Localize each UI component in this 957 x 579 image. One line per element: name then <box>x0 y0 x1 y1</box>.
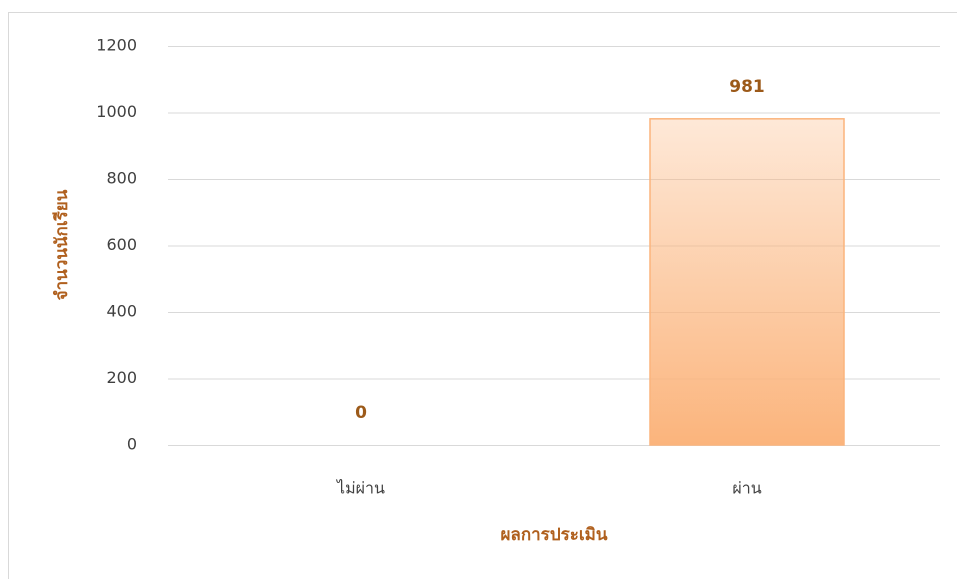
y-tick-label: 0 <box>127 435 137 454</box>
chart-border <box>8 12 957 579</box>
y-tick-label: 1000 <box>96 102 137 121</box>
y-tick-label: 400 <box>106 302 137 321</box>
data-label: 981 <box>729 77 765 97</box>
y-tick-label: 200 <box>106 368 137 387</box>
x-tick-label: ผ่าน <box>732 479 761 498</box>
x-tick-label: ไม่ผ่าน <box>335 479 385 498</box>
y-tick-label: 1200 <box>96 36 137 55</box>
y-tick-label: 600 <box>106 235 137 254</box>
data-label: 0 <box>355 403 367 423</box>
x-axis-title: ผลการประเมิน <box>500 525 607 545</box>
y-axis-title: จำนวนนักเรียน <box>51 189 72 300</box>
bar <box>649 118 845 446</box>
y-tick-label: 800 <box>106 169 137 188</box>
